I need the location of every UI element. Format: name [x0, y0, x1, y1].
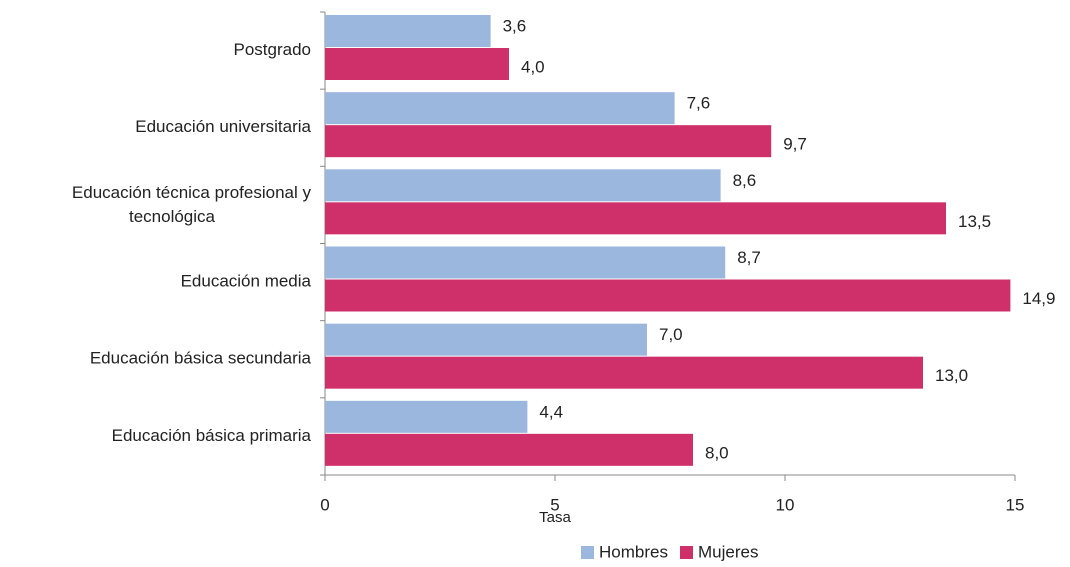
bar: [325, 433, 693, 466]
x-tick-label: 15: [1006, 495, 1025, 514]
value-label: 9,7: [783, 135, 807, 154]
value-label: 8,0: [705, 443, 729, 462]
y-tick-label: Educación media: [181, 272, 312, 291]
legend-swatch: [680, 546, 693, 559]
legend-swatch: [581, 546, 594, 559]
bar: [325, 246, 726, 279]
y-tick-label: Educación básica primaria: [112, 426, 312, 445]
value-label: 13,0: [935, 366, 968, 385]
bar: [325, 48, 509, 80]
bar: [325, 356, 923, 389]
x-axis-label: Tasa: [539, 509, 571, 526]
value-label: 8,6: [733, 171, 757, 190]
y-tick-label: Educación universitaria: [135, 117, 311, 136]
value-label: 3,6: [503, 16, 527, 35]
x-tick-label: 5: [550, 495, 559, 514]
y-tick-label: Educación técnica profesional y tecnológi…: [72, 183, 312, 226]
value-label: 4,0: [521, 57, 545, 76]
bar: [325, 92, 675, 125]
value-label: 4,4: [539, 402, 563, 421]
legend-label: Mujeres: [698, 542, 758, 561]
bar: [325, 323, 647, 356]
y-tick-label: Postgrado: [234, 40, 312, 59]
x-tick-label: 0: [320, 495, 329, 514]
value-label: 14,9: [1022, 289, 1055, 308]
bar: [325, 15, 491, 47]
bar: [325, 169, 721, 202]
value-label: 7,6: [687, 94, 711, 113]
bar: [325, 279, 1011, 312]
legend-label: Hombres: [599, 542, 668, 561]
bar: [325, 125, 772, 158]
y-tick-label: Educación básica secundaria: [90, 349, 312, 368]
value-label: 13,5: [958, 212, 991, 231]
value-label: 7,0: [659, 325, 683, 344]
x-tick-label: 10: [776, 495, 795, 514]
bar: [325, 202, 946, 235]
bar: [325, 400, 528, 433]
value-label: 8,7: [737, 248, 761, 267]
